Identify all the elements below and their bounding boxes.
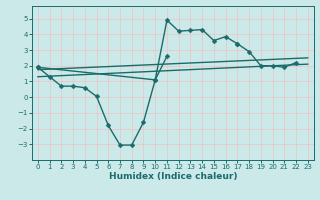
X-axis label: Humidex (Indice chaleur): Humidex (Indice chaleur)	[108, 172, 237, 181]
